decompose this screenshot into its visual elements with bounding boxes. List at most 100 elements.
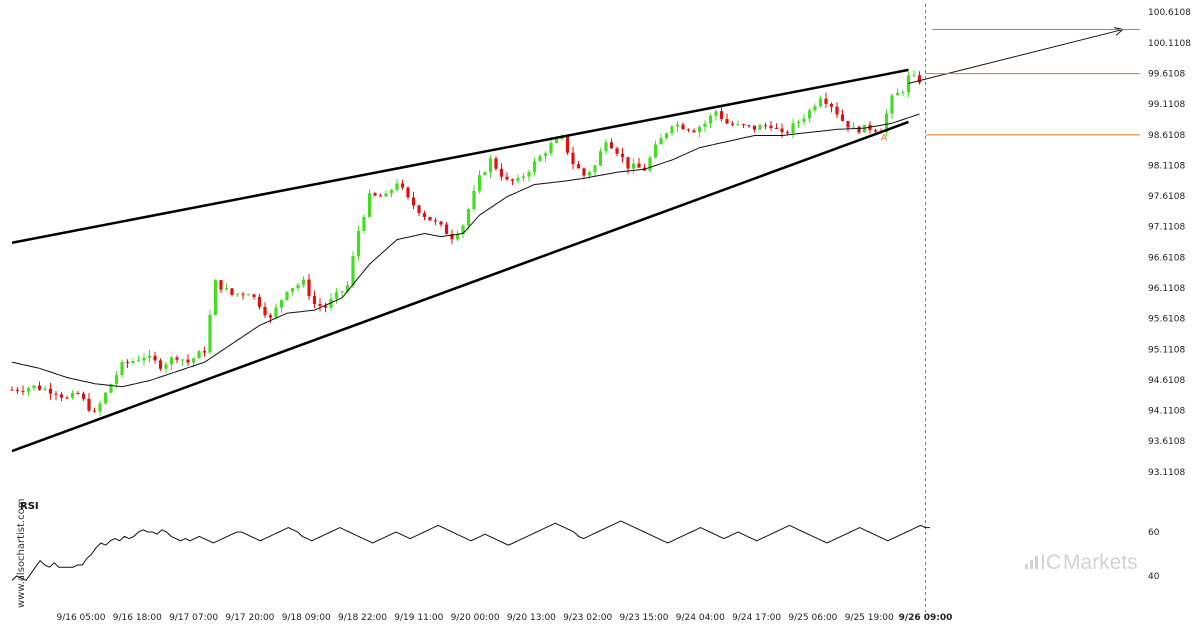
candle-body [26, 388, 31, 392]
candle-body [109, 384, 113, 393]
candle-body [395, 183, 399, 190]
candle-body [219, 280, 223, 290]
candle-body [268, 315, 273, 318]
candle-body [505, 176, 509, 180]
candle-body [637, 163, 641, 168]
candle-body [428, 216, 432, 221]
candle-body [257, 296, 262, 307]
candle-body [439, 221, 443, 225]
y-tick-label: 99.6108 [1148, 70, 1185, 80]
candle-body [752, 125, 757, 130]
candle-body [87, 398, 91, 411]
candle-body [763, 125, 768, 127]
y-tick-label: 97.6108 [1148, 192, 1185, 202]
candle-body [76, 392, 80, 394]
candle-body [472, 190, 476, 210]
candle-body [373, 193, 377, 196]
candle-body [461, 225, 465, 234]
candle-body [758, 125, 762, 130]
candle-body [604, 142, 608, 152]
candle-body [32, 385, 36, 389]
candle-body [54, 393, 58, 395]
y-tick-label: 93.1108 [1148, 468, 1185, 478]
candle-body [576, 164, 581, 169]
candle-body [494, 158, 498, 169]
candle-body [730, 123, 735, 125]
candle-body [615, 148, 619, 154]
candle-body [708, 115, 713, 124]
candle-body [318, 304, 322, 306]
y-tick-label: 95.1108 [1148, 345, 1185, 355]
candle-body [895, 92, 900, 96]
overlay-lines: A [11, 4, 1140, 612]
candle-body [686, 129, 691, 131]
rsi-line [11, 520, 930, 582]
x-tick-label: 9/18 22:00 [338, 613, 387, 623]
candle-body [422, 213, 427, 217]
candle-body [664, 133, 669, 139]
candle-body [417, 205, 421, 214]
candle-body [917, 75, 922, 83]
candle-body [241, 293, 245, 295]
candle-body [725, 118, 729, 124]
candle-body [197, 351, 201, 359]
candle-body [543, 153, 548, 157]
candle-body [818, 98, 823, 107]
candle-body [65, 397, 69, 399]
candle-body [565, 135, 570, 153]
candle-body [813, 106, 817, 111]
candle-body [884, 113, 889, 133]
candle-body [43, 388, 47, 390]
candle-body [653, 144, 658, 158]
candle-body [274, 307, 278, 318]
candle-body [873, 130, 878, 132]
candle-body [169, 357, 174, 365]
candle-body [835, 106, 839, 115]
candle-body [802, 118, 806, 122]
candle-body [554, 138, 559, 143]
candle-body [455, 233, 460, 240]
candle-body [631, 163, 636, 169]
candle-body [356, 230, 361, 257]
candle-body [862, 124, 867, 133]
candle-body [230, 288, 234, 295]
candle-body [626, 157, 630, 169]
candle-body [180, 359, 185, 361]
candle-body [334, 292, 339, 299]
y-tick-label: 95.6108 [1148, 315, 1185, 325]
candle-body [648, 157, 652, 171]
candle-body [202, 351, 207, 353]
candle-body [571, 152, 575, 165]
candle-body [857, 126, 861, 133]
candle-body [521, 176, 526, 179]
candle-body [384, 193, 388, 197]
candle-body [785, 132, 790, 134]
candle-body [175, 357, 179, 360]
candle-body [164, 364, 168, 369]
candle-body [769, 125, 773, 128]
candle-body [153, 355, 157, 361]
y-tick-label: 94.1108 [1148, 407, 1185, 417]
candle-body [829, 103, 834, 107]
candle-body [538, 156, 542, 162]
candle-body [670, 126, 674, 134]
x-tick-label: 9/16 18:00 [113, 613, 162, 623]
candle-body [213, 280, 218, 316]
candle-body [791, 123, 795, 133]
moving-average-line [11, 113, 920, 388]
candle-body [10, 389, 14, 391]
candle-body [450, 234, 454, 240]
price-axis: 100.6108 100.1108 99.6108 99.1108 98.6108 98.… [1148, 8, 1191, 478]
x-tick-label: 9/16 05:00 [56, 613, 105, 623]
x-tick-label: 9/19 11:00 [394, 613, 443, 623]
projection-line [908, 28, 1124, 84]
x-tick-label: 9/18 09:00 [282, 613, 331, 623]
y-tick-label: 100.1108 [1148, 39, 1191, 49]
x-tick-label: 9/23 15:00 [619, 613, 668, 623]
candle-body [807, 110, 812, 119]
candle-body [466, 209, 471, 226]
candle-body [345, 285, 350, 292]
brand-ic: IC [1040, 551, 1061, 574]
candle-body [208, 315, 212, 353]
y-tick-label: 98.1108 [1148, 161, 1185, 171]
